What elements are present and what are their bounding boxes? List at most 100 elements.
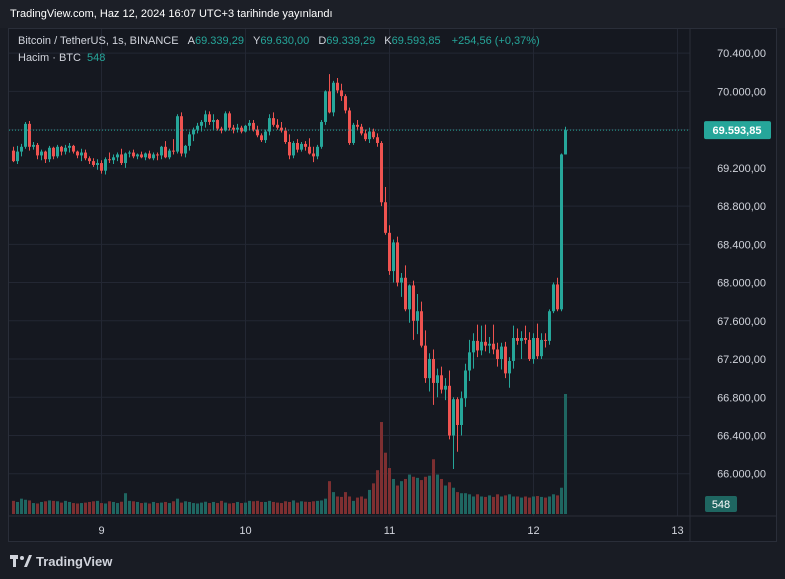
candle-body <box>508 360 511 374</box>
candle-body <box>96 163 99 165</box>
candle-body <box>172 150 175 152</box>
candle-body <box>472 340 475 353</box>
symbol-name[interactable]: Bitcoin / TetherUS, 1s, BINANCE <box>18 35 179 47</box>
candle-body <box>384 202 387 233</box>
volume-bar <box>428 475 431 514</box>
volume-bar <box>460 493 463 514</box>
candle-body <box>148 153 151 159</box>
volume-bar <box>64 500 67 514</box>
candle-body <box>76 151 79 156</box>
volume-bar <box>368 489 371 514</box>
price-tick-label: 67.600,00 <box>717 316 766 328</box>
candle-body <box>236 127 239 130</box>
volume-bar <box>360 496 363 514</box>
last-volume-badge <box>705 496 737 512</box>
candle-body <box>476 340 479 351</box>
candle-body <box>424 345 427 379</box>
volume-bar <box>504 495 507 514</box>
volume-bar <box>136 501 139 514</box>
volume-bar <box>324 498 327 514</box>
price-tick-label: 66.800,00 <box>717 392 766 404</box>
chart-panel[interactable] <box>8 28 777 542</box>
candle-body <box>152 154 155 159</box>
volume-bar <box>132 501 135 514</box>
candle-body <box>156 154 159 156</box>
volume-bar <box>420 480 423 514</box>
volume-bar <box>380 422 383 514</box>
volume-bar <box>508 494 511 514</box>
candle-body <box>20 146 23 152</box>
volume-bar <box>128 500 131 514</box>
volume-bar <box>204 501 207 514</box>
volume-bar <box>148 503 151 514</box>
candle-body <box>132 152 135 157</box>
candle-body <box>212 120 215 122</box>
candle-body <box>68 145 71 148</box>
volume-bar <box>200 502 203 514</box>
volume-bar <box>28 500 31 514</box>
volume-bar <box>256 500 259 514</box>
candle-body <box>364 133 367 140</box>
volume-bar <box>76 503 79 514</box>
volume-bar <box>348 496 351 514</box>
candle-body <box>284 130 287 143</box>
volume-bar <box>456 492 459 514</box>
volume-bar <box>72 503 75 514</box>
volume-bar <box>36 503 39 514</box>
volume-bar <box>272 501 275 514</box>
candle-body <box>452 399 455 436</box>
volume-bar <box>88 501 91 514</box>
last-volume-label: 548 <box>712 499 730 511</box>
candle-body <box>40 151 43 156</box>
candle-body <box>240 127 243 132</box>
volume-bar <box>16 501 19 514</box>
candle-body <box>428 359 431 379</box>
volume-bar <box>24 499 27 514</box>
candle-body <box>332 82 335 113</box>
price-tick-label: 67.200,00 <box>717 354 766 366</box>
volume-bar <box>104 503 107 514</box>
volume-bar <box>424 476 427 514</box>
candle-body <box>256 129 259 136</box>
volume-bar <box>44 501 47 514</box>
volume-bar <box>248 500 251 514</box>
volume-bar <box>80 503 83 514</box>
candle-body <box>200 121 203 126</box>
candle-body <box>500 346 503 360</box>
volume-bar <box>328 481 331 514</box>
volume-bar <box>276 502 279 514</box>
symbol-legend: Bitcoin / TetherUS, 1s, BINANCE A69.339,… <box>18 35 540 47</box>
volume-bar <box>20 498 23 514</box>
candle-body <box>48 147 51 160</box>
candle-body <box>300 143 303 150</box>
candle-body <box>92 161 95 165</box>
candle-body <box>192 129 195 135</box>
volume-bar <box>548 496 551 514</box>
volume-bar <box>400 481 403 514</box>
volume-label[interactable]: Hacim · BTC <box>18 52 81 64</box>
candle-body <box>168 150 171 158</box>
candle-body <box>124 153 127 164</box>
candle-body <box>312 153 315 157</box>
volume-bar <box>336 496 339 514</box>
volume-bar <box>488 495 491 514</box>
volume-bar <box>176 498 179 514</box>
footer-brand[interactable]: TradingView <box>10 554 112 570</box>
volume-bar <box>124 493 127 514</box>
candle-body <box>12 150 15 162</box>
candle-body <box>184 145 187 154</box>
candle-body <box>84 152 87 159</box>
volume-bar <box>264 501 267 514</box>
candle-body <box>56 146 59 157</box>
candle-body <box>396 242 399 283</box>
candle-body <box>296 142 299 150</box>
candle-body <box>440 375 443 390</box>
volume-bar <box>532 496 535 514</box>
volume-bar <box>372 483 375 514</box>
candle-body <box>408 285 411 310</box>
candle-body <box>420 311 423 346</box>
volume-bar <box>168 503 171 514</box>
volume-bar <box>448 482 451 514</box>
footer-brand-label: TradingView <box>36 554 113 569</box>
